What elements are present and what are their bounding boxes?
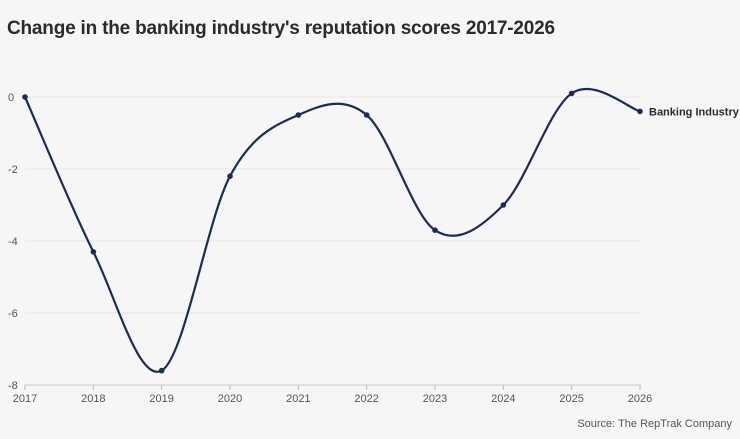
y-tick-label: -4 [8,236,18,248]
y-tick-label: -6 [8,308,18,320]
x-tick-label: 2025 [559,393,583,405]
data-point [158,367,165,374]
x-tick-label: 2017 [13,393,37,405]
series-line [23,87,641,373]
data-point [295,112,302,118]
data-point [637,108,643,115]
data-point [432,227,438,233]
y-tick-label: -8 [8,380,18,392]
data-point [363,112,370,118]
x-tick-label: 2024 [491,393,515,405]
data-point [22,94,28,100]
data-point [227,173,233,179]
x-tick-label: 2019 [149,393,173,405]
x-tick-label: 2021 [286,393,310,405]
series-label: Banking Industry [649,106,740,118]
x-tick-label: 2023 [423,393,447,405]
x-tick-label: 2022 [354,393,378,405]
series-banking-industry: Banking Industry [22,87,740,374]
x-tick-label: 2026 [628,393,652,405]
gridlines [25,96,641,386]
data-point [568,90,575,97]
y-tick-label: -2 [8,164,18,176]
chart-title: Change in the banking industry's reputat… [7,18,555,39]
data-point [90,249,97,255]
x-tick-label: 2020 [218,393,242,405]
y-tick-label: 0 [8,92,14,104]
source-note: Source: The RepTrak Company [577,418,732,430]
data-point [500,202,507,208]
x-tick-label: 2018 [81,393,105,405]
